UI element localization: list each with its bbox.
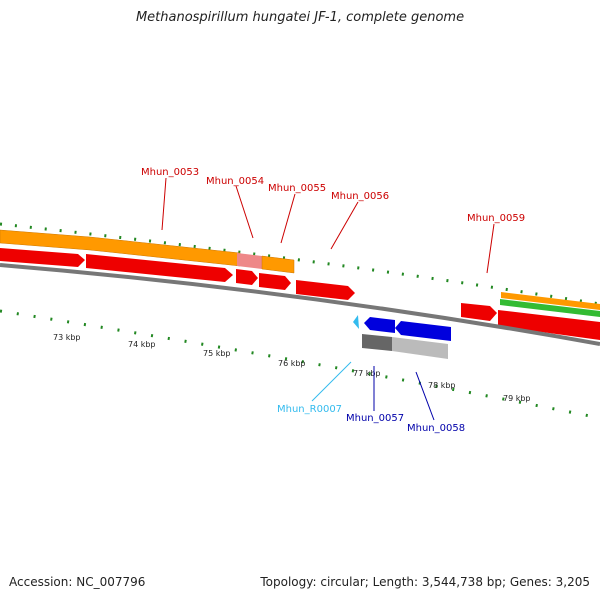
gene-label-0053[interactable]: Mhun_0053 bbox=[141, 167, 199, 178]
genome-summary: Topology: circular; Length: 3,544,738 bp… bbox=[260, 575, 590, 589]
cds-0060[interactable] bbox=[498, 310, 600, 340]
cds-0053[interactable] bbox=[86, 254, 233, 282]
inner-tick-track bbox=[0, 309, 600, 420]
gene-label-0056[interactable]: Mhun_0056 bbox=[331, 191, 389, 202]
accession-text: Accession: NC_007796 bbox=[9, 575, 146, 589]
gene-label-0055[interactable]: Mhun_0055 bbox=[268, 183, 326, 194]
gene-label-r0007[interactable]: Mhun_R0007 bbox=[277, 404, 342, 415]
cds-0054[interactable] bbox=[236, 269, 258, 285]
tick-label-74: 74 kbp bbox=[128, 340, 156, 349]
leader-0056 bbox=[330, 201, 359, 250]
gene-pink-0054[interactable] bbox=[237, 253, 262, 269]
gene-orange-0059[interactable] bbox=[501, 292, 600, 310]
gene-green-0059[interactable] bbox=[500, 299, 600, 317]
cds-0057[interactable] bbox=[364, 317, 395, 333]
leader-0054 bbox=[235, 185, 254, 239]
cds-0059[interactable] bbox=[461, 303, 497, 321]
leader-0059 bbox=[486, 223, 495, 274]
leader-0055 bbox=[280, 193, 296, 244]
leader-0058 bbox=[415, 371, 435, 421]
cds-0052[interactable] bbox=[0, 248, 85, 267]
cds-0055[interactable] bbox=[259, 273, 291, 290]
gene-orange-0055[interactable] bbox=[261, 255, 295, 274]
leader-r0007 bbox=[311, 361, 352, 402]
cds-0058[interactable] bbox=[395, 321, 451, 341]
map-title: Methanospirillum hungatei JF-1, complete… bbox=[135, 10, 465, 25]
cds-0056[interactable] bbox=[296, 280, 355, 300]
tick-label-79: 79 kbp bbox=[503, 394, 531, 403]
gene-label-0054[interactable]: Mhun_0054 bbox=[206, 176, 264, 187]
tick-label-73: 73 kbp bbox=[53, 333, 81, 342]
gene-label-0059[interactable]: Mhun_0059 bbox=[467, 213, 525, 224]
tick-label-78: 78 kbp bbox=[428, 381, 456, 390]
genome-backbone bbox=[0, 263, 600, 346]
rna-r0007[interactable] bbox=[353, 315, 359, 329]
tick-label-76: 76 kbp bbox=[278, 359, 306, 368]
tick-label-75: 75 kbp bbox=[203, 349, 231, 358]
gene-gray-0057[interactable] bbox=[362, 334, 392, 351]
gene-gray-0058[interactable] bbox=[392, 337, 448, 359]
leader-0053 bbox=[161, 177, 167, 231]
gene-label-0057[interactable]: Mhun_0057 bbox=[346, 413, 404, 424]
gene-label-0058[interactable]: Mhun_0058 bbox=[407, 423, 465, 434]
tick-label-77: 77 kbp bbox=[353, 369, 381, 378]
